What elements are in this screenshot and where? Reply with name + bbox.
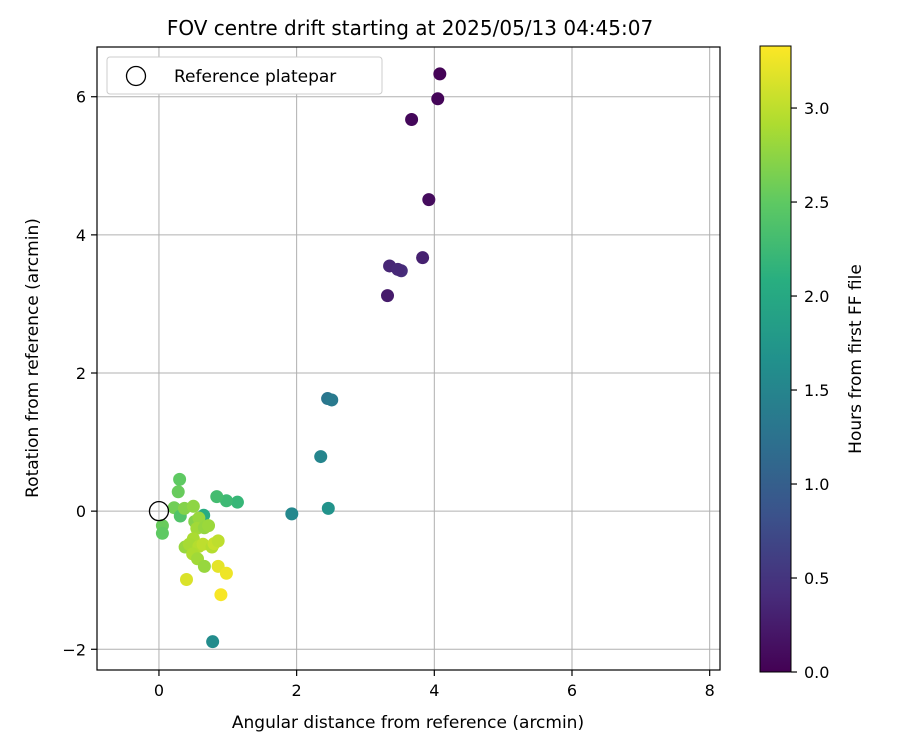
- x-axis-ticks: 0 2 4 6 8: [154, 670, 715, 700]
- legend-marker: [125, 65, 147, 87]
- data-point: [321, 501, 335, 515]
- data-point: [325, 393, 339, 407]
- y-tick-label: 0: [76, 502, 86, 521]
- data-point: [431, 92, 445, 106]
- data-point: [405, 113, 419, 127]
- data-point: [192, 511, 206, 525]
- x-tick-label: 0: [154, 681, 164, 700]
- data-point: [197, 559, 211, 573]
- data-point: [381, 289, 395, 303]
- data-point: [171, 485, 185, 499]
- y-tick-label: −2: [62, 640, 86, 659]
- y-tick-label: 6: [76, 88, 86, 107]
- data-point: [173, 472, 187, 486]
- data-point: [210, 490, 224, 504]
- plot-frame: [96, 46, 721, 671]
- legend-label: Reference platepar: [174, 67, 336, 87]
- data-point: [416, 251, 430, 265]
- chart-title: FOV centre drift starting at 2025/05/13 …: [167, 16, 653, 40]
- colorbar-tick-label: 2.5: [804, 193, 829, 212]
- x-tick-label: 6: [567, 681, 577, 700]
- data-point: [155, 526, 169, 540]
- colorbar-tick-label: 1.5: [804, 381, 829, 400]
- colorbar-ticks: 0.0 0.5 1.0 1.5 2.0 2.5 3.0: [791, 99, 829, 682]
- data-point: [230, 495, 244, 509]
- data-point: [186, 499, 200, 513]
- y-tick-label: 4: [76, 226, 86, 245]
- x-tick-label: 8: [705, 681, 715, 700]
- colorbar-label: Hours from first FF file: [846, 264, 866, 454]
- data-point: [214, 588, 228, 602]
- data-point: [314, 450, 328, 464]
- colorbar-tick-label: 0.0: [804, 663, 829, 682]
- legend: Reference platepar: [106, 56, 383, 95]
- x-tick-label: 4: [429, 681, 439, 700]
- colorbar-tick-label: 2.0: [804, 287, 829, 306]
- data-point: [219, 566, 233, 580]
- colorbar: 0.0 0.5 1.0 1.5 2.0 2.5 3.0 Hours from first F…: [759, 45, 866, 682]
- scatter-points: [155, 67, 447, 649]
- colorbar-gradient: [759, 45, 792, 673]
- data-point: [285, 507, 299, 521]
- colorbar-tick-label: 3.0: [804, 99, 829, 118]
- y-axis-label: Rotation from reference (arcmin): [23, 218, 43, 498]
- colorbar-tick-label: 1.0: [804, 475, 829, 494]
- legend-box: [106, 56, 383, 95]
- data-point: [422, 193, 436, 207]
- data-point: [211, 534, 225, 548]
- x-axis-label: Angular distance from reference (arcmin): [232, 713, 584, 733]
- data-point: [202, 519, 216, 533]
- data-point: [206, 635, 220, 649]
- data-point: [391, 262, 405, 276]
- data-point: [433, 67, 447, 81]
- y-axis-ticks: −2 0 2 4 6: [62, 88, 97, 659]
- data-point: [179, 573, 193, 587]
- reference-platepar-marker: [148, 500, 170, 522]
- y-tick-label: 2: [76, 364, 86, 383]
- x-tick-label: 2: [292, 681, 302, 700]
- colorbar-tick-label: 0.5: [804, 569, 829, 588]
